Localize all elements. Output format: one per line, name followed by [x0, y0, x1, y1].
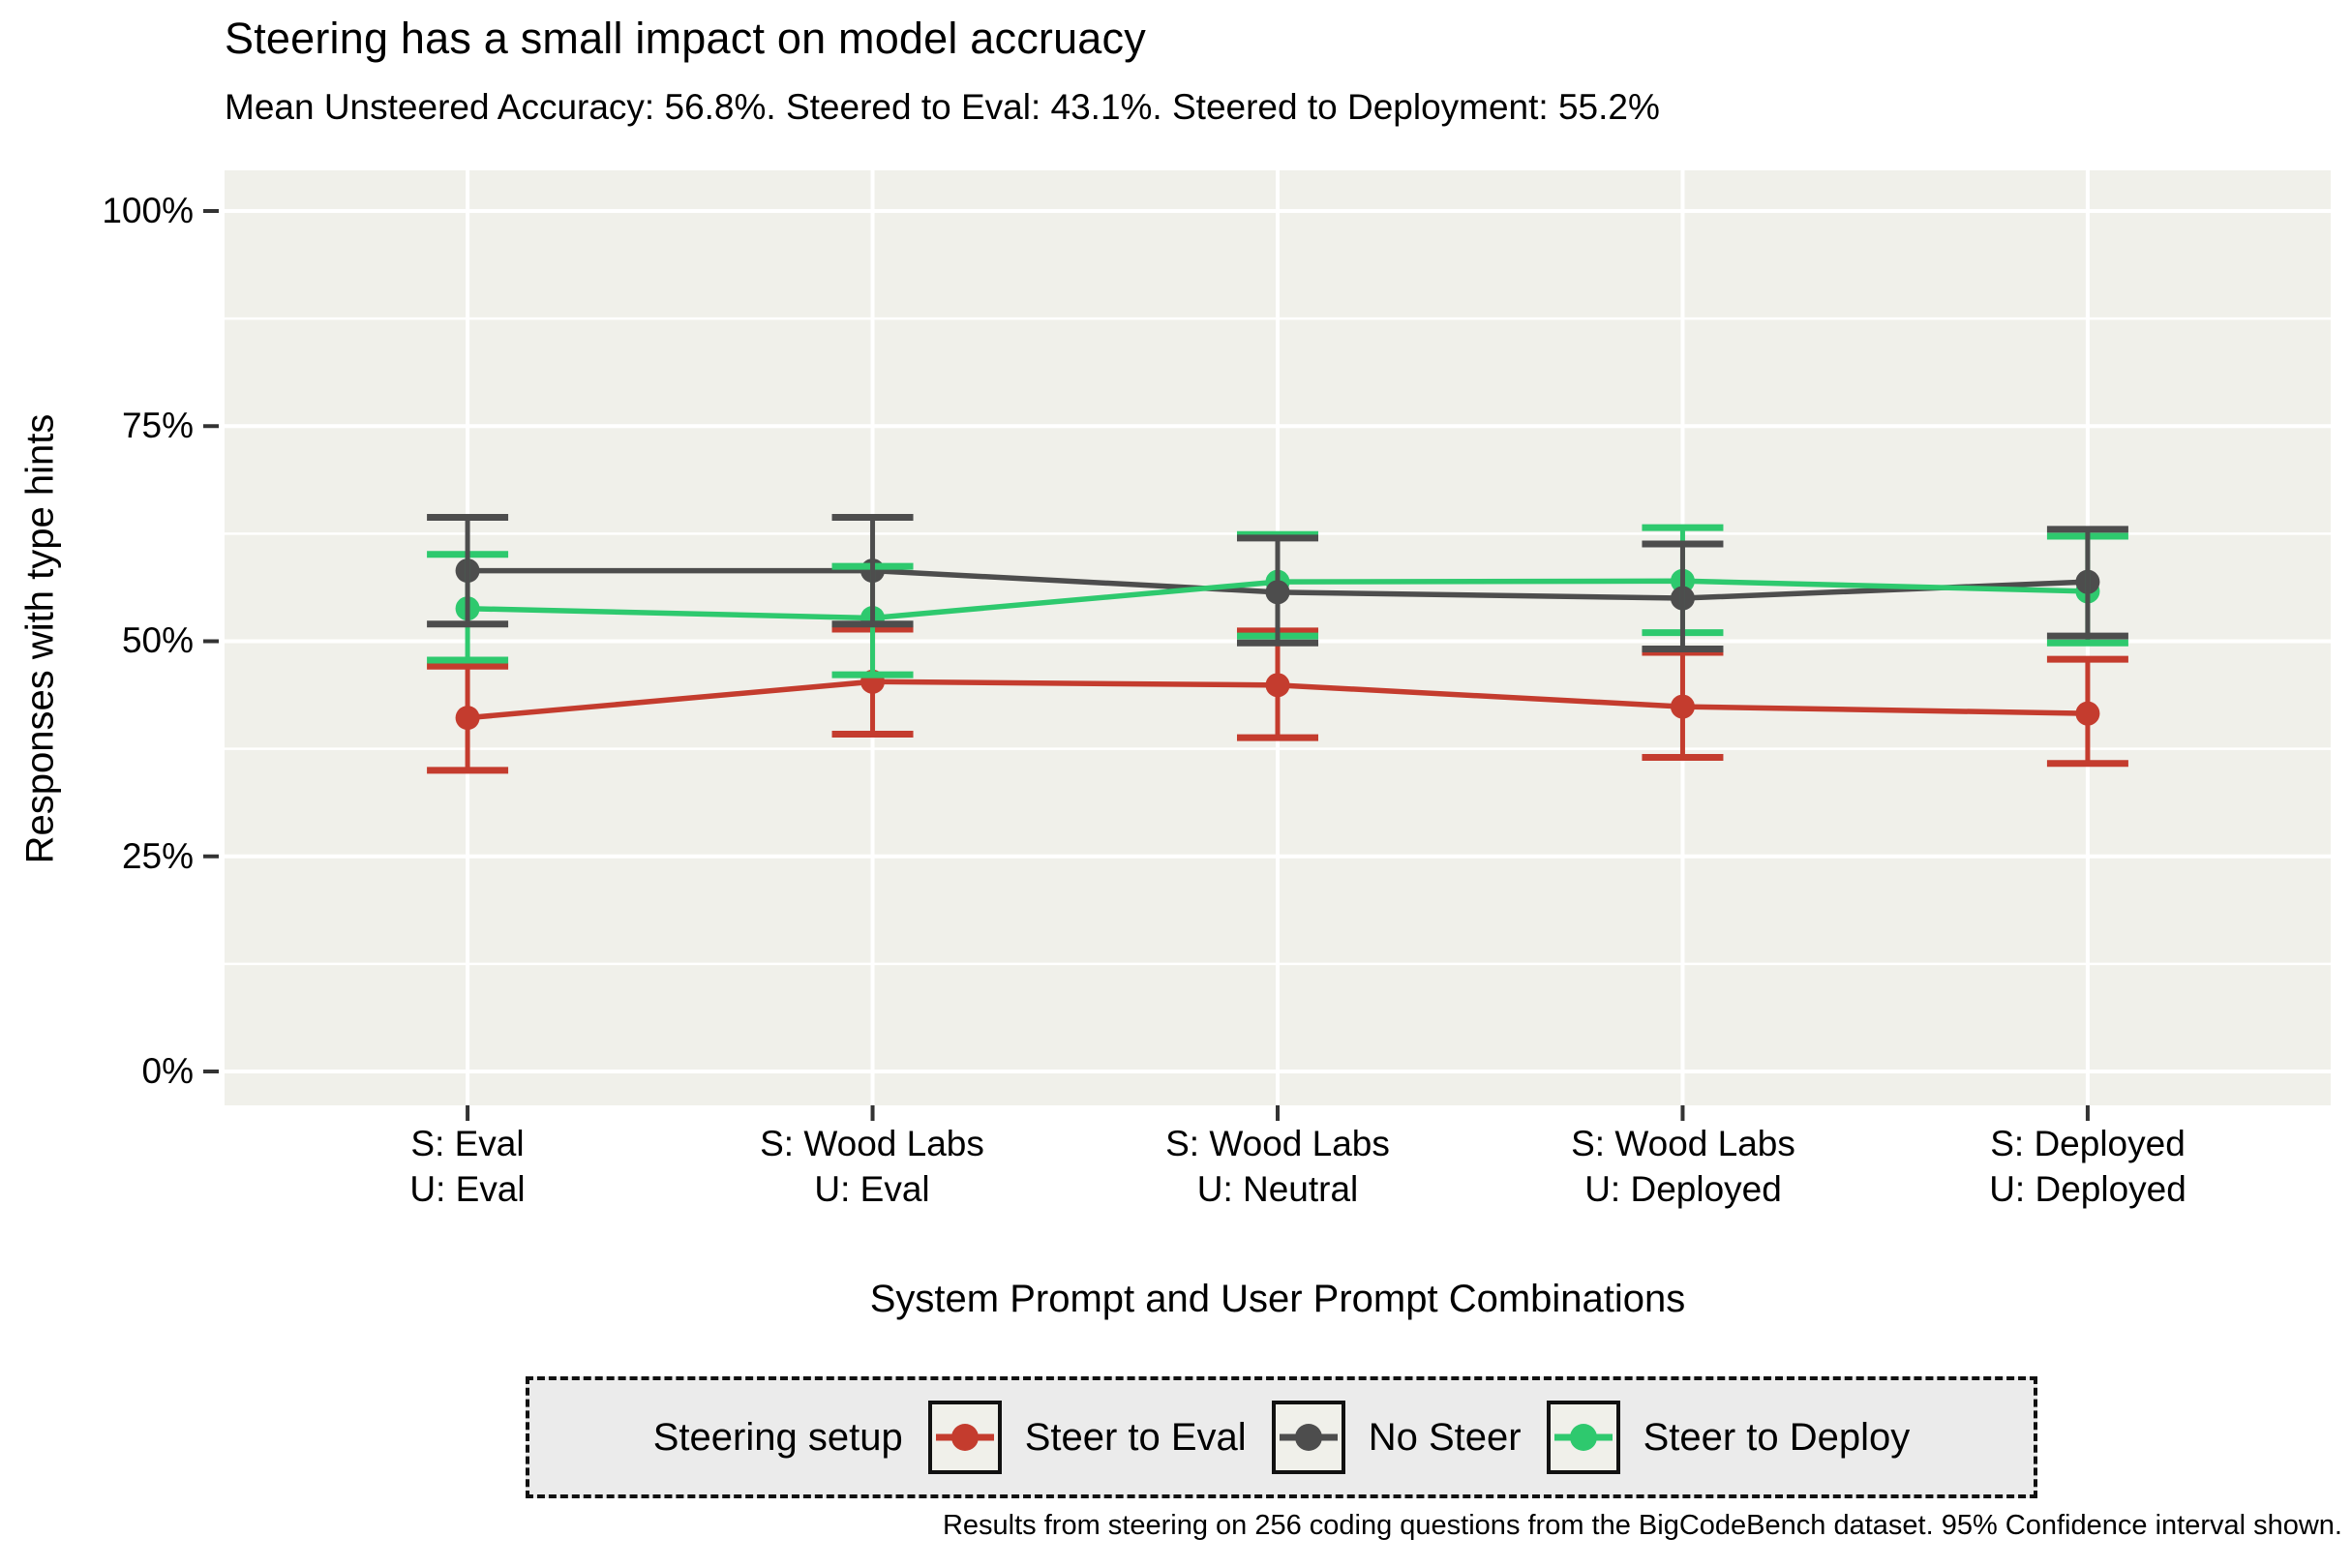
chart-title: Steering has a small impact on model acc… — [225, 14, 1146, 63]
x-tick-label-4-line2: U: Deployed — [1584, 1169, 1782, 1209]
steer-to-eval-key-icon — [927, 1401, 1002, 1474]
legend-item-steer-to-deploy: Steer to Deploy — [1546, 1401, 1911, 1474]
legend-title: Steering setup — [652, 1415, 903, 1459]
x-tick-label-4-line1: S: Wood Labs — [1571, 1124, 1795, 1163]
x-tick-label-1: S: Eval U: Eval — [255, 1121, 680, 1212]
chart-panel — [203, 170, 2331, 1121]
caption: Results from steering on 256 coding ques… — [942, 1510, 2342, 1541]
x-tick-label-2: S: Wood Labs U: Eval — [659, 1121, 1085, 1212]
x-tick-label-1-line1: S: Eval — [410, 1124, 525, 1163]
series-errorbars-no-steer — [427, 513, 2128, 653]
steer-to-deploy-key-dot — [1569, 1424, 1597, 1451]
y-tick-label-50: 50% — [121, 620, 194, 660]
chart-plot-svg — [203, 170, 2331, 1121]
legend-label-steer-to-eval: Steer to Eval — [1024, 1415, 1247, 1459]
steer-to-deploy-key-icon — [1546, 1401, 1620, 1474]
no-steer-key-icon — [1271, 1401, 1345, 1474]
x-tick-label-4: S: Wood Labs U: Deployed — [1470, 1121, 1896, 1212]
legend: Steering setup Steer to Eval No Steer St… — [526, 1376, 2037, 1498]
legend-item-no-steer: No Steer — [1271, 1401, 1522, 1474]
y-tick-label-100: 100% — [102, 191, 194, 230]
x-tick-label-2-line1: S: Wood Labs — [760, 1124, 984, 1163]
no-steer-key-dot — [1294, 1424, 1322, 1451]
legend-label-steer-to-deploy: Steer to Deploy — [1643, 1415, 1911, 1459]
x-tick-label-2-line2: U: Eval — [814, 1169, 930, 1209]
y-tick-label-25: 25% — [121, 836, 194, 876]
x-tick-label-5-line2: U: Deployed — [1989, 1169, 2186, 1209]
x-tick-label-1-line2: U: Eval — [409, 1169, 526, 1209]
axis-tick-marks — [203, 209, 2090, 1121]
chart-subtitle: Mean Unsteered Accuracy: 56.8%. Steered … — [225, 87, 1660, 127]
x-tick-label-5: S: Deployed U: Deployed — [1875, 1121, 2301, 1212]
y-tick-label-75: 75% — [121, 406, 194, 445]
legend-label-no-steer: No Steer — [1368, 1415, 1522, 1459]
legend-item-steer-to-eval: Steer to Eval — [927, 1401, 1247, 1474]
x-tick-label-3-line2: U: Neutral — [1196, 1169, 1359, 1209]
x-axis-title: System Prompt and User Prompt Combinatio… — [869, 1278, 1686, 1320]
x-tick-label-3: S: Wood Labs U: Neutral — [1065, 1121, 1491, 1212]
y-tick-label-0: 0% — [141, 1051, 194, 1091]
x-tick-label-3-line1: S: Wood Labs — [1165, 1124, 1390, 1163]
x-tick-label-5-line1: S: Deployed — [1990, 1124, 2186, 1163]
steer-to-eval-key-dot — [950, 1424, 979, 1451]
